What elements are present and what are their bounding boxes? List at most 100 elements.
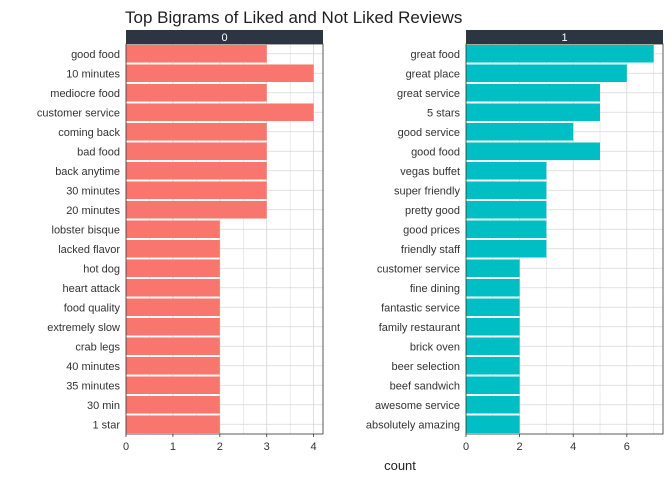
category-label: 30 minutes — [66, 185, 120, 197]
bar — [126, 356, 220, 375]
facet-strip — [126, 30, 323, 44]
category-label: bad food — [77, 146, 120, 158]
bar — [466, 44, 654, 63]
x-tick-label: 1 — [170, 441, 176, 453]
category-label: customer service — [377, 263, 460, 275]
bar — [466, 200, 547, 219]
facet-strip — [466, 30, 663, 44]
bar — [466, 220, 547, 239]
category-label: heart attack — [63, 283, 121, 295]
bar — [466, 259, 520, 278]
category-label: lacked flavor — [58, 244, 120, 256]
category-label: brick oven — [410, 341, 460, 353]
bar — [466, 317, 520, 336]
x-tick-label: 0 — [123, 441, 129, 453]
category-label: friendly staff — [401, 244, 461, 256]
category-label: awesome service — [375, 400, 460, 412]
bar — [466, 415, 520, 434]
category-label: super friendly — [394, 185, 461, 197]
category-label: family restaurant — [379, 322, 460, 334]
bar — [466, 64, 627, 83]
bar — [126, 376, 220, 395]
bar — [466, 142, 601, 161]
bar — [126, 103, 314, 122]
bar — [126, 122, 267, 141]
bar — [126, 161, 267, 180]
category-label: great food — [410, 49, 460, 61]
x-tick-label: 3 — [264, 441, 270, 453]
bar — [126, 259, 220, 278]
bar — [466, 103, 601, 122]
category-label: 10 minutes — [66, 68, 120, 80]
facet-strip-label: 0 — [221, 32, 227, 44]
bar — [126, 64, 314, 83]
x-tick-label: 4 — [570, 441, 576, 453]
category-label: back anytime — [55, 166, 120, 178]
category-label: 30 min — [87, 400, 120, 412]
category-label: lobster bisque — [52, 224, 121, 236]
x-tick-label: 4 — [311, 441, 317, 453]
bar — [126, 298, 220, 317]
bar — [126, 317, 220, 336]
bar — [126, 200, 267, 219]
category-label: customer service — [37, 107, 120, 119]
bar — [466, 181, 547, 200]
x-tick-label: 6 — [624, 441, 630, 453]
bar — [466, 395, 520, 414]
bar — [126, 44, 267, 63]
bar — [466, 298, 520, 317]
category-label: mediocre food — [50, 88, 120, 100]
bar — [126, 278, 220, 297]
bar — [466, 161, 547, 180]
category-label: 5 stars — [427, 107, 461, 119]
chart-title: Top Bigrams of Liked and Not Liked Revie… — [125, 8, 462, 27]
x-tick-label: 2 — [517, 441, 523, 453]
category-label: pretty good — [405, 205, 460, 217]
bar — [466, 278, 520, 297]
bar — [126, 83, 267, 102]
bar — [466, 337, 520, 356]
x-axis-label: count — [384, 458, 416, 473]
category-label: great place — [406, 68, 460, 80]
category-label: good service — [398, 127, 460, 139]
bar — [126, 181, 267, 200]
facet-panel-0: 0 good food 10 minutes mediocre food custome… — [37, 30, 324, 453]
category-label: 1 star — [92, 419, 120, 431]
category-label: fantastic service — [381, 302, 460, 314]
bar — [126, 142, 267, 161]
panel-border — [465, 43, 664, 435]
category-label: good prices — [403, 224, 460, 236]
category-label: fine dining — [410, 283, 460, 295]
category-label: 35 minutes — [66, 380, 120, 392]
bar — [126, 395, 220, 414]
facet-panels: 0 good food 10 minutes mediocre food custome… — [37, 30, 664, 453]
bar — [466, 376, 520, 395]
bar — [126, 239, 220, 258]
category-label: good food — [71, 49, 120, 61]
category-label: hot dog — [83, 263, 120, 275]
panel-border — [125, 43, 324, 435]
bar — [126, 220, 220, 239]
category-label: extremely slow — [47, 322, 120, 334]
bar — [126, 337, 220, 356]
category-label: 20 minutes — [66, 205, 120, 217]
facet-panel-1: 1 great food great place great service 5 sta… — [366, 30, 664, 453]
category-label: beef sandwich — [390, 380, 460, 392]
facet-strip-label: 1 — [561, 32, 567, 44]
x-tick-label: 0 — [463, 441, 469, 453]
bar — [466, 122, 574, 141]
bar — [466, 239, 547, 258]
category-label: good food — [411, 146, 460, 158]
category-label: coming back — [58, 127, 120, 139]
category-label: beer selection — [392, 361, 461, 373]
x-tick-label: 2 — [217, 441, 223, 453]
category-label: crab legs — [75, 341, 120, 353]
category-label: vegas buffet — [400, 166, 460, 178]
category-label: great service — [397, 88, 460, 100]
bar — [466, 356, 520, 375]
category-label: food quality — [64, 302, 121, 314]
bar — [126, 415, 220, 434]
category-label: absolutely amazing — [366, 419, 460, 431]
bar — [466, 83, 601, 102]
